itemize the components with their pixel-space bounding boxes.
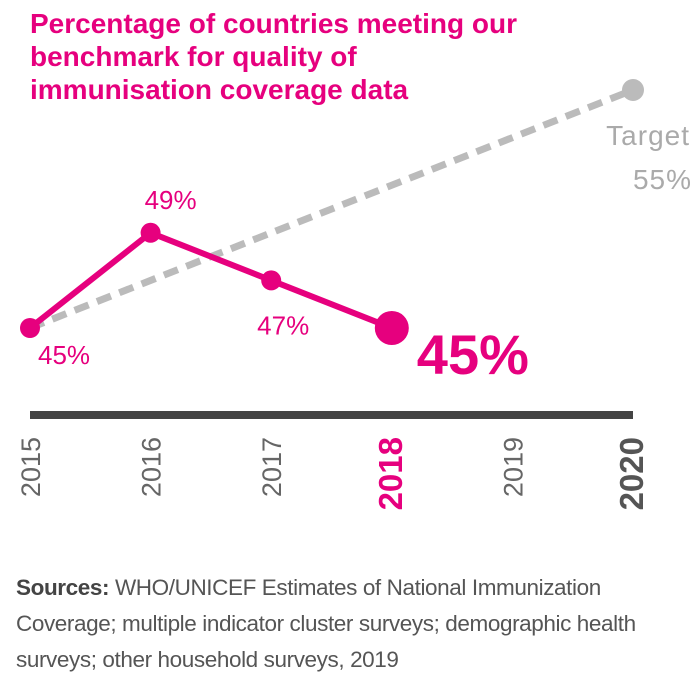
- chart-title: benchmark for quality of: [30, 41, 357, 72]
- x-tick-label: 2017: [257, 437, 287, 497]
- data-label: 45%: [38, 340, 90, 370]
- data-label: 47%: [257, 310, 309, 340]
- data-label: 45%: [417, 323, 529, 386]
- chart-title: immunisation coverage data: [30, 74, 409, 105]
- target-line: [28, 86, 635, 332]
- x-tick-label: 2016: [137, 437, 167, 497]
- x-tick-label: 2019: [498, 437, 528, 497]
- chart-title: Percentage of countries meeting our: [30, 8, 517, 39]
- source-text: WHO/UNICEF Estimates of National Immuniz…: [16, 575, 636, 672]
- data-point: [374, 311, 409, 345]
- target-label: 55%: [633, 164, 692, 195]
- data-point: [140, 222, 161, 243]
- source-note: Sources: WHO/UNICEF Estimates of Nationa…: [16, 570, 696, 678]
- data-point: [20, 318, 40, 338]
- chart: Percentage of countries meeting our benc…: [16, 8, 692, 510]
- x-tick-label: 2018: [372, 437, 409, 510]
- data-line: [28, 229, 393, 331]
- x-tick-label: 2020: [613, 437, 650, 510]
- target-name: Target: [606, 120, 690, 151]
- x-tick-label: 2015: [16, 437, 46, 497]
- data-point: [261, 270, 282, 291]
- source-label: Sources:: [16, 575, 110, 600]
- data-label: 49%: [145, 185, 197, 215]
- data-point: [622, 79, 644, 101]
